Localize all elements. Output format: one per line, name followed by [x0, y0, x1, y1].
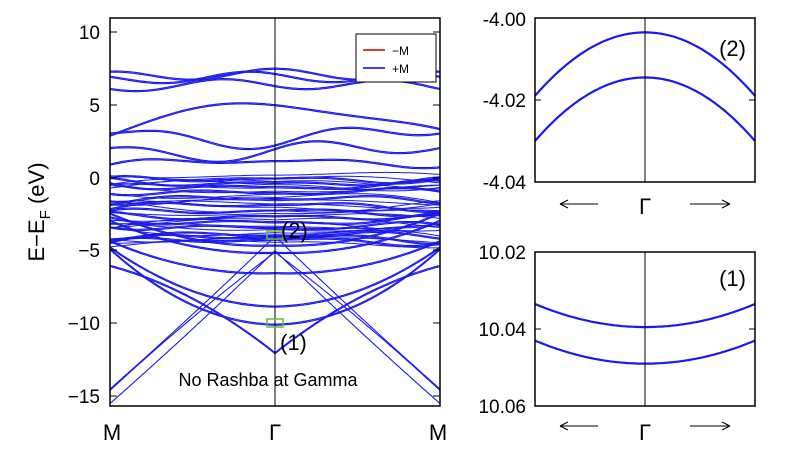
highlight-box-2 — [266, 230, 284, 240]
main-plot-frame — [109, 17, 441, 407]
main-panel: 10 5 0 −5 −10 −15 M Γ M E−EF (eV) (2) (1… — [24, 17, 447, 445]
inset-top-label: (2) — [719, 36, 746, 61]
band-line — [274, 250, 440, 404]
main-y-ticks — [110, 31, 440, 397]
inset-top-gamma-label: Γ — [639, 194, 651, 219]
main-ytick-label: 5 — [89, 96, 100, 117]
main-ytick-label: −10 — [68, 314, 100, 335]
inset-top-ytick-label: -4.00 — [483, 10, 526, 31]
main-ytick-label: −15 — [68, 387, 100, 408]
main-xtick-label-gamma: Γ — [269, 420, 281, 445]
highlight-box-1 — [266, 318, 284, 328]
band-line — [110, 251, 276, 391]
main-xtick-label-right: M — [429, 420, 447, 445]
band-line — [110, 235, 276, 390]
inset-bottom-ytick-label: 10.04 — [478, 320, 526, 341]
legend-label-minus-m: −M — [392, 44, 409, 58]
inset-bottom-arrows — [559, 421, 731, 431]
band-line — [110, 250, 276, 404]
no-rashba-annotation: No Rashba at Gamma — [178, 370, 358, 390]
legend: −M +M — [355, 33, 437, 83]
legend-box — [355, 33, 437, 83]
band-line — [274, 251, 440, 391]
inset-top-arrows — [559, 199, 731, 209]
band-line — [274, 235, 440, 390]
highlight-label-2: (2) — [281, 218, 308, 243]
inset-bottom-ytick-label: 10.06 — [478, 397, 526, 418]
inset-bottom-panel: 10.02 10.04 10.06 (1) Γ — [478, 243, 756, 445]
main-ytick-label: 0 — [89, 169, 100, 190]
inset-top-panel: -4.00 -4.02 -4.04 (2) Γ — [483, 10, 756, 219]
inset-top-ytick-label: -4.04 — [483, 173, 527, 194]
inset-bottom-gamma-label: Γ — [639, 420, 651, 445]
highlight-label-1: (1) — [280, 330, 307, 355]
inset-bottom-ytick-label: 10.02 — [478, 243, 526, 264]
main-ytick-label: 10 — [79, 23, 100, 44]
main-y-axis-label: E−EF (eV) — [24, 162, 54, 261]
legend-label-plus-m: +M — [392, 62, 409, 76]
inset-bottom-label: (1) — [719, 266, 746, 291]
main-ytick-label: −5 — [78, 241, 100, 262]
main-y-tick-labels: 10 5 0 −5 −10 −15 — [68, 23, 100, 408]
inset-top-ytick-label: -4.02 — [483, 91, 526, 112]
main-xtick-label-left: M — [103, 420, 121, 445]
